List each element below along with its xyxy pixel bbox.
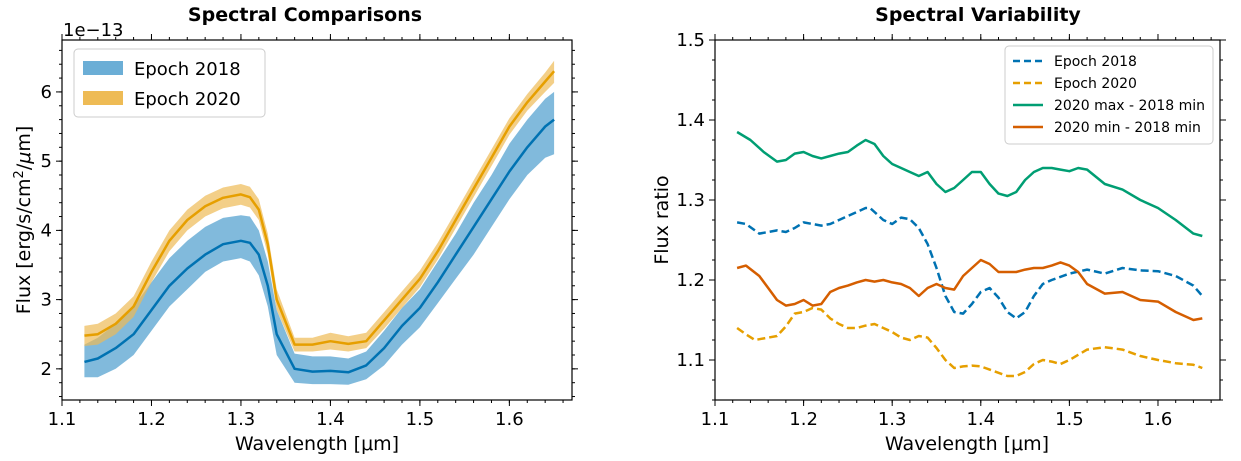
y-axis-label: Flux [erg/s/cm2/μm] — [12, 126, 35, 315]
x-tick-label: 1.5 — [1055, 409, 1084, 430]
axes: 1.1 1.2 1.3 1.4 1.5 1.6 2 3 4 5 6 — [41, 34, 578, 430]
y-axis-label: Flux ratio — [651, 175, 673, 264]
x-tick-label: 1.4 — [966, 409, 995, 430]
x-tick-label: 1.3 — [227, 409, 256, 430]
line-epoch-2020 — [736, 306, 1203, 378]
spectral-comparisons-panel: Spectral Comparisons 1e−13 1.1 1.2 1.3 1.4 1… — [12, 4, 578, 455]
spectral-variability-panel: Spectral Variability 1.1 1.2 1.3 1.4 1.5 1.61… — [651, 4, 1226, 455]
y-tick-label: 6 — [41, 82, 52, 103]
legend-swatch-epoch-2020 — [83, 91, 123, 105]
x-tick-label: 1.2 — [789, 409, 818, 430]
y-tick-label: 1.1 — [676, 350, 705, 371]
legend-label-epoch-2020: Epoch 2020 — [134, 89, 241, 110]
series-lines — [84, 70, 556, 374]
y-tick-label: 1.4 — [676, 110, 705, 131]
legend-label-epoch-2020: Epoch 2020 — [1054, 76, 1137, 92]
y-tick-label: 1.2 — [676, 270, 705, 291]
band-epoch-2018 — [84, 91, 555, 385]
x-tick-label: 1.6 — [1144, 409, 1173, 430]
x-tick-label: 1.2 — [137, 409, 166, 430]
x-axis-label: Wavelength [μm] — [885, 433, 1049, 455]
x-tick-label: 1.4 — [316, 409, 345, 430]
y-tick-label: 5 — [41, 151, 52, 172]
band-epoch-2020 — [84, 60, 555, 352]
line-2020-min-2018-min — [736, 258, 1203, 322]
legend-label-epoch-2018: Epoch 2018 — [134, 59, 241, 80]
line-epoch-2018 — [84, 118, 555, 374]
legend-label-2020min-2018min: 2020 min - 2018 min — [1054, 120, 1201, 136]
x-tick-label: 1.1 — [48, 409, 77, 430]
line-epoch-2020 — [84, 70, 556, 346]
y-tick-label: 1.3 — [676, 190, 705, 211]
x-tick-label: 1.3 — [878, 409, 907, 430]
chart-title: Spectral Comparisons — [188, 4, 422, 26]
plot-frame — [61, 39, 573, 401]
legend-label-2020max-2018min: 2020 max - 2018 min — [1054, 98, 1205, 114]
uncertainty-bands — [84, 60, 555, 385]
offset-label: 1e−13 — [63, 20, 124, 41]
y-tick-label: 1.5 — [676, 30, 705, 51]
y-tick-label: 3 — [41, 290, 52, 311]
y-tick-label: 2 — [41, 359, 52, 380]
line-2020-max-2018-min — [736, 130, 1203, 238]
legend-swatch-epoch-2018 — [83, 61, 123, 75]
y-tick-label: 4 — [41, 220, 52, 241]
legend-box — [1004, 45, 1214, 145]
legend: Epoch 2018 Epoch 2020 2020 max - 2018 mi… — [1004, 45, 1214, 145]
legend: Epoch 2018 Epoch 2020 — [73, 48, 266, 118]
x-tick-label: 1.5 — [406, 409, 435, 430]
x-tick-label: 1.1 — [701, 409, 730, 430]
x-tick-label: 1.6 — [495, 409, 524, 430]
x-axis-label: Wavelength [μm] — [235, 433, 399, 455]
legend-label-epoch-2018: Epoch 2018 — [1054, 54, 1137, 70]
axes: 1.1 1.2 1.3 1.4 1.5 1.6 1.1 1.2 1.3 1.4 1.5 — [676, 30, 1226, 430]
series-lines — [736, 130, 1204, 378]
chart-title: Spectral Variability — [875, 4, 1081, 26]
